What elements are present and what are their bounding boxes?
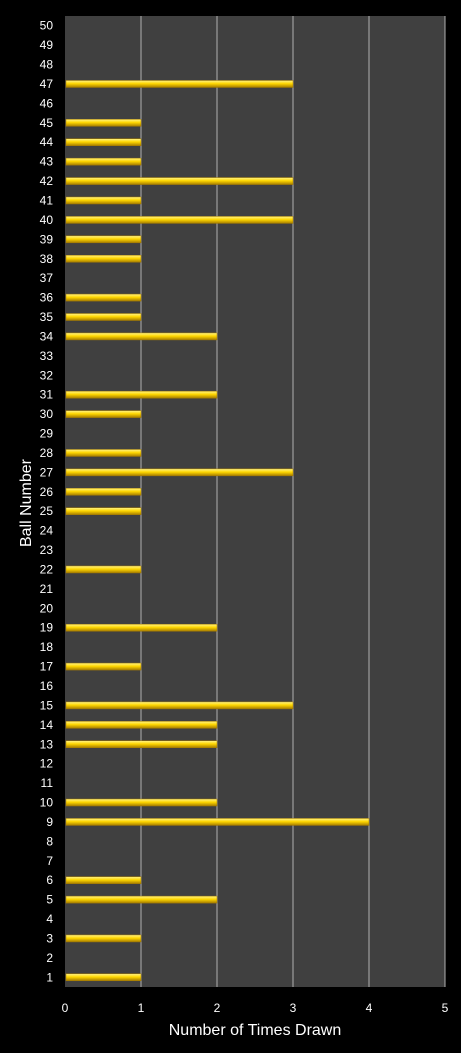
y-tick-label: 41: [40, 193, 54, 207]
y-tick-label: 21: [40, 582, 54, 596]
bar-ball-15: [65, 701, 294, 710]
bar-ball-27: [65, 468, 294, 477]
y-tick-label: 30: [40, 407, 54, 421]
y-tick-label: 47: [40, 77, 54, 91]
y-tick-label: 7: [46, 854, 53, 868]
y-tick-label: 12: [40, 757, 54, 771]
y-tick-label: 1: [46, 970, 53, 984]
y-tick-label: 4: [46, 912, 53, 926]
bar-ball-42: [65, 177, 294, 185]
y-tick-label: 11: [41, 776, 54, 790]
x-tick-labels: 0 1 2 3 4 5: [62, 1001, 449, 1015]
y-tick-label: 32: [40, 368, 54, 382]
x-tick-label: 5: [442, 1001, 449, 1015]
y-tick-label: 27: [40, 465, 54, 479]
bar-ball-5: [65, 895, 218, 904]
x-tick-label: 0: [62, 1001, 69, 1015]
y-tick-label: 8: [46, 834, 53, 848]
bar-ball-35: [65, 313, 142, 321]
x-tick-label: 4: [366, 1001, 373, 1015]
bar-ball-41: [65, 196, 142, 205]
bar-ball-40: [65, 216, 294, 224]
y-tick-label: 46: [40, 96, 54, 110]
bar-ball-3: [65, 934, 142, 943]
y-tick-label: 25: [40, 504, 54, 518]
bar-ball-6: [65, 876, 142, 884]
bar-ball-25: [65, 507, 142, 515]
bar-ball-13: [65, 740, 218, 748]
y-tick-label: 28: [40, 446, 54, 460]
bar-ball-45: [65, 119, 142, 127]
y-axis-title: Ball Number: [18, 458, 35, 547]
y-tick-label: 5: [46, 893, 53, 907]
y-tick-label: 3: [46, 931, 53, 945]
bar-ball-31: [65, 390, 218, 399]
bar-ball-44: [65, 138, 142, 146]
bar-ball-30: [65, 410, 142, 418]
bar-ball-38: [65, 255, 142, 263]
bar-ball-28: [65, 449, 142, 457]
y-tick-label: 34: [40, 329, 54, 343]
y-tick-label: 33: [40, 349, 54, 363]
y-tick-label: 50: [40, 19, 54, 33]
bar-ball-43: [65, 157, 142, 166]
y-tick-label: 17: [40, 660, 54, 674]
y-tick-label: 19: [40, 621, 54, 635]
x-tick-label: 1: [138, 1001, 145, 1015]
y-tick-label: 31: [40, 388, 54, 402]
y-tick-label: 22: [40, 562, 54, 576]
bar-ball-36: [65, 293, 142, 302]
y-tick-label: 15: [40, 698, 54, 712]
y-tick-label: 26: [40, 485, 54, 499]
y-tick-label: 40: [40, 213, 54, 227]
y-tick-label: 49: [40, 38, 54, 52]
bar-ball-26: [65, 488, 142, 496]
y-tick-label: 24: [40, 524, 54, 538]
bar-ball-9: [65, 818, 370, 826]
bar-ball-19: [65, 623, 218, 632]
x-tick-label: 3: [290, 1001, 297, 1015]
y-tick-label: 38: [40, 252, 54, 266]
y-tick-label: 35: [40, 310, 54, 324]
y-tick-label: 9: [46, 815, 53, 829]
x-tick-label: 2: [214, 1001, 221, 1015]
y-tick-label: 48: [40, 58, 54, 72]
y-tick-label: 16: [40, 679, 54, 693]
y-tick-label: 43: [40, 155, 54, 169]
bar-ball-14: [65, 721, 218, 729]
bar-ball-39: [65, 235, 142, 244]
bar-ball-17: [65, 662, 142, 671]
y-tick-label: 10: [40, 796, 54, 810]
y-tick-label: 20: [40, 601, 54, 615]
bar-ball-10: [65, 798, 218, 807]
bar-ball-22: [65, 565, 142, 574]
y-tick-label: 13: [40, 737, 54, 751]
y-tick-label: 29: [40, 427, 54, 441]
bar-ball-1: [65, 973, 142, 982]
y-tick-label: 37: [40, 271, 54, 285]
y-tick-label: 39: [40, 232, 54, 246]
y-tick-labels: 1234567891011121314151617181920212223242…: [40, 19, 54, 985]
bar-ball-47: [65, 80, 294, 88]
y-tick-label: 14: [40, 718, 54, 732]
y-tick-label: 23: [40, 543, 54, 557]
y-tick-label: 18: [40, 640, 54, 654]
y-tick-label: 42: [40, 174, 54, 188]
y-tick-label: 44: [40, 135, 54, 149]
y-tick-label: 45: [40, 116, 54, 130]
y-tick-label: 2: [46, 951, 53, 965]
x-axis-title: Number of Times Drawn: [169, 1022, 342, 1039]
y-tick-label: 6: [46, 873, 53, 887]
y-tick-label: 36: [40, 291, 54, 305]
bars: [65, 80, 370, 982]
bar-ball-34: [65, 332, 218, 341]
